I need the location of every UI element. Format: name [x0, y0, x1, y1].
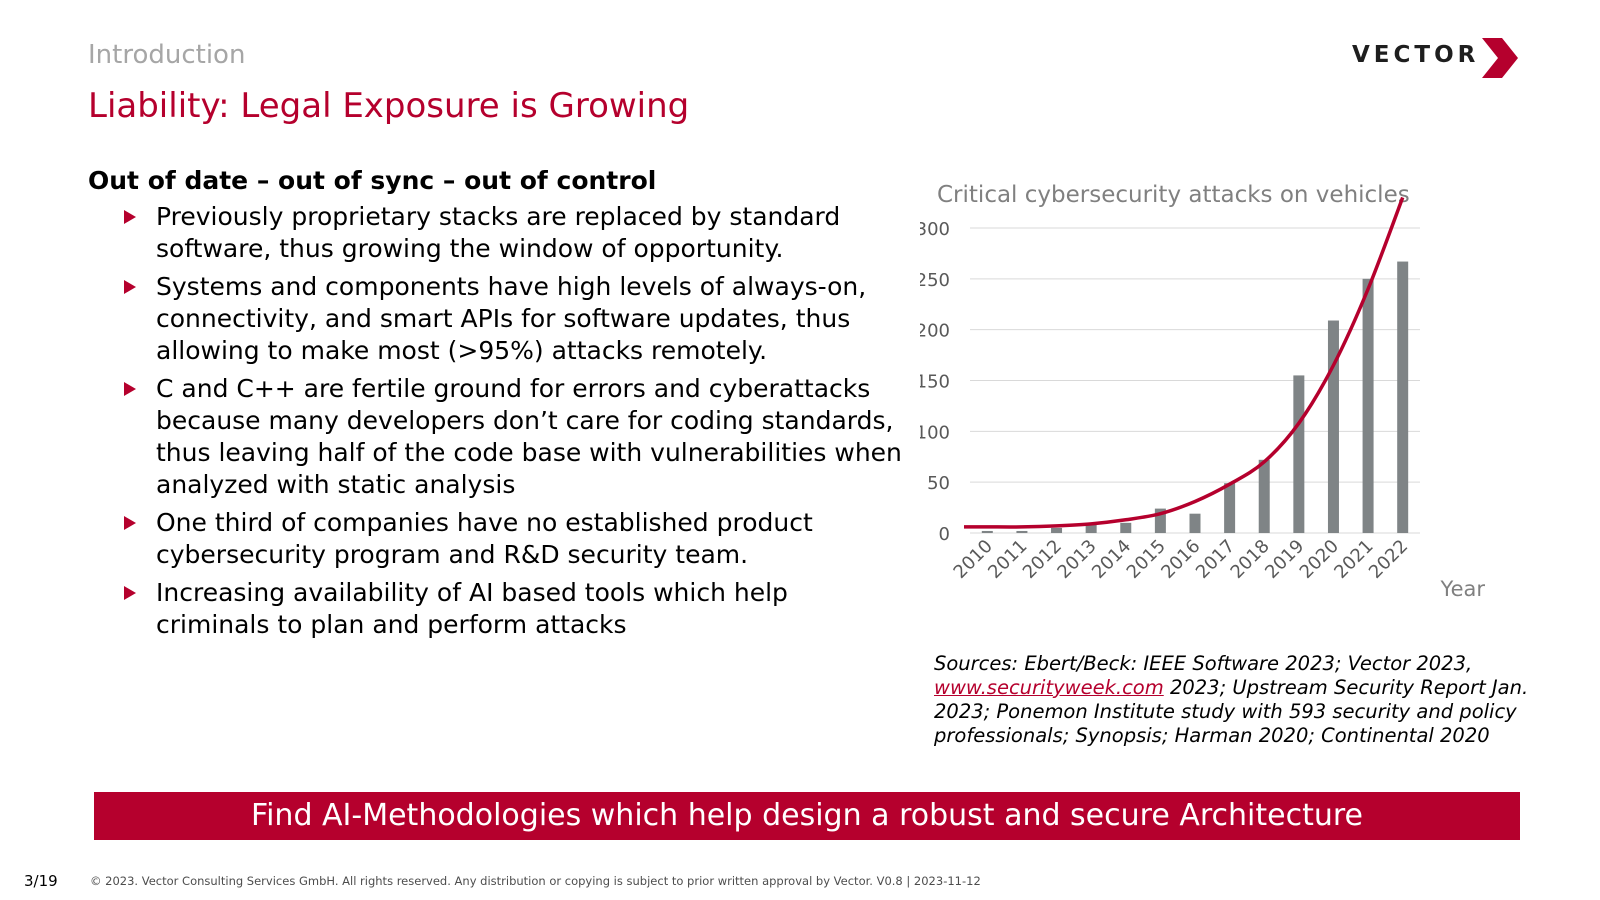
- vector-logo: VECTOR: [1352, 36, 1532, 82]
- bullet-text: Previously proprietary stacks are replac…: [156, 202, 841, 263]
- x-axis-label: Year: [1440, 577, 1486, 601]
- x-tick-label: 2012: [1019, 536, 1066, 583]
- bar: [981, 530, 993, 533]
- x-tick-label: 2011: [984, 536, 1031, 583]
- x-tick-label: 2015: [1123, 536, 1170, 583]
- bar: [1120, 522, 1132, 533]
- bullet-text: One third of companies have no establish…: [156, 508, 813, 569]
- triangle-bullet-icon: [124, 516, 136, 530]
- bar: [1085, 524, 1097, 533]
- x-tick-label: 2010: [950, 536, 997, 583]
- chart-svg: 0501001502002503002010201120122013201420…: [920, 196, 1486, 601]
- bullet-text: Increasing availability of AI based tool…: [156, 578, 788, 639]
- x-tick-label: 2016: [1157, 536, 1204, 583]
- sources-note: Sources: Ebert/Beck: IEEE Software 2023;…: [934, 652, 1534, 748]
- triangle-bullet-icon: [124, 382, 136, 396]
- section-label: Introduction: [88, 40, 246, 70]
- y-tick-label: 100: [920, 422, 950, 443]
- bar: [1051, 527, 1063, 533]
- y-tick-label: 300: [920, 219, 950, 240]
- x-tick-label: 2019: [1261, 536, 1308, 583]
- attacks-chart: Critical cybersecurity attacks on vehicl…: [920, 176, 1540, 626]
- sources-suffix: 2023; Upstream Security Report Jan. 2023…: [934, 676, 1529, 747]
- bullet-text: C and C++ are fertile ground for errors …: [156, 374, 902, 499]
- bar: [1189, 513, 1201, 533]
- page-number: 3/19: [24, 872, 58, 890]
- bar: [1258, 459, 1270, 533]
- page-title: Liability: Legal Exposure is Growing: [88, 86, 690, 126]
- y-tick-label: 0: [939, 524, 950, 545]
- bar: [1362, 278, 1374, 533]
- chart-title: Critical cybersecurity attacks on vehicl…: [937, 182, 1410, 208]
- x-tick-label: 2017: [1192, 536, 1239, 583]
- vector-chevron-icon: [1482, 38, 1518, 78]
- x-tick-label: 2022: [1365, 536, 1412, 583]
- bullet-section: Out of date – out of sync – out of contr…: [88, 166, 908, 647]
- x-tick-label: 2020: [1296, 536, 1343, 583]
- triangle-bullet-icon: [124, 280, 136, 294]
- list-item: Increasing availability of AI based tool…: [88, 577, 908, 641]
- logo-text: VECTOR: [1352, 42, 1480, 68]
- section-heading: Out of date – out of sync – out of contr…: [88, 166, 657, 195]
- triangle-bullet-icon: [124, 210, 136, 224]
- x-tick-label: 2014: [1088, 536, 1135, 583]
- list-item: One third of companies have no establish…: [88, 507, 908, 571]
- triangle-bullet-icon: [124, 586, 136, 600]
- bar: [1293, 375, 1305, 533]
- trend-line: [964, 196, 1405, 529]
- bullet-text: Systems and components have high levels …: [156, 272, 867, 365]
- list-item: Previously proprietary stacks are replac…: [88, 201, 908, 265]
- bar: [1327, 320, 1339, 533]
- bar: [1154, 508, 1166, 533]
- list-item: C and C++ are fertile ground for errors …: [88, 373, 908, 501]
- bar: [1224, 483, 1236, 533]
- y-tick-label: 150: [920, 372, 950, 393]
- y-tick-label: 50: [927, 473, 950, 494]
- bar: [1397, 261, 1409, 533]
- y-tick-label: 200: [920, 321, 950, 342]
- list-item: Systems and components have high levels …: [88, 271, 908, 367]
- bar: [1016, 530, 1028, 533]
- footer-copyright: © 2023. Vector Consulting Services GmbH.…: [90, 874, 981, 888]
- bullet-list: Previously proprietary stacks are replac…: [88, 201, 908, 641]
- x-tick-label: 2021: [1330, 536, 1377, 583]
- y-tick-label: 250: [920, 270, 950, 291]
- x-tick-label: 2018: [1227, 536, 1274, 583]
- x-tick-label: 2013: [1053, 536, 1100, 583]
- conclusion-banner: Find AI-Methodologies which help design …: [94, 792, 1520, 840]
- sources-link[interactable]: www.securityweek.com: [934, 676, 1164, 699]
- sources-prefix: Sources: Ebert/Beck: IEEE Software 2023;…: [934, 652, 1473, 675]
